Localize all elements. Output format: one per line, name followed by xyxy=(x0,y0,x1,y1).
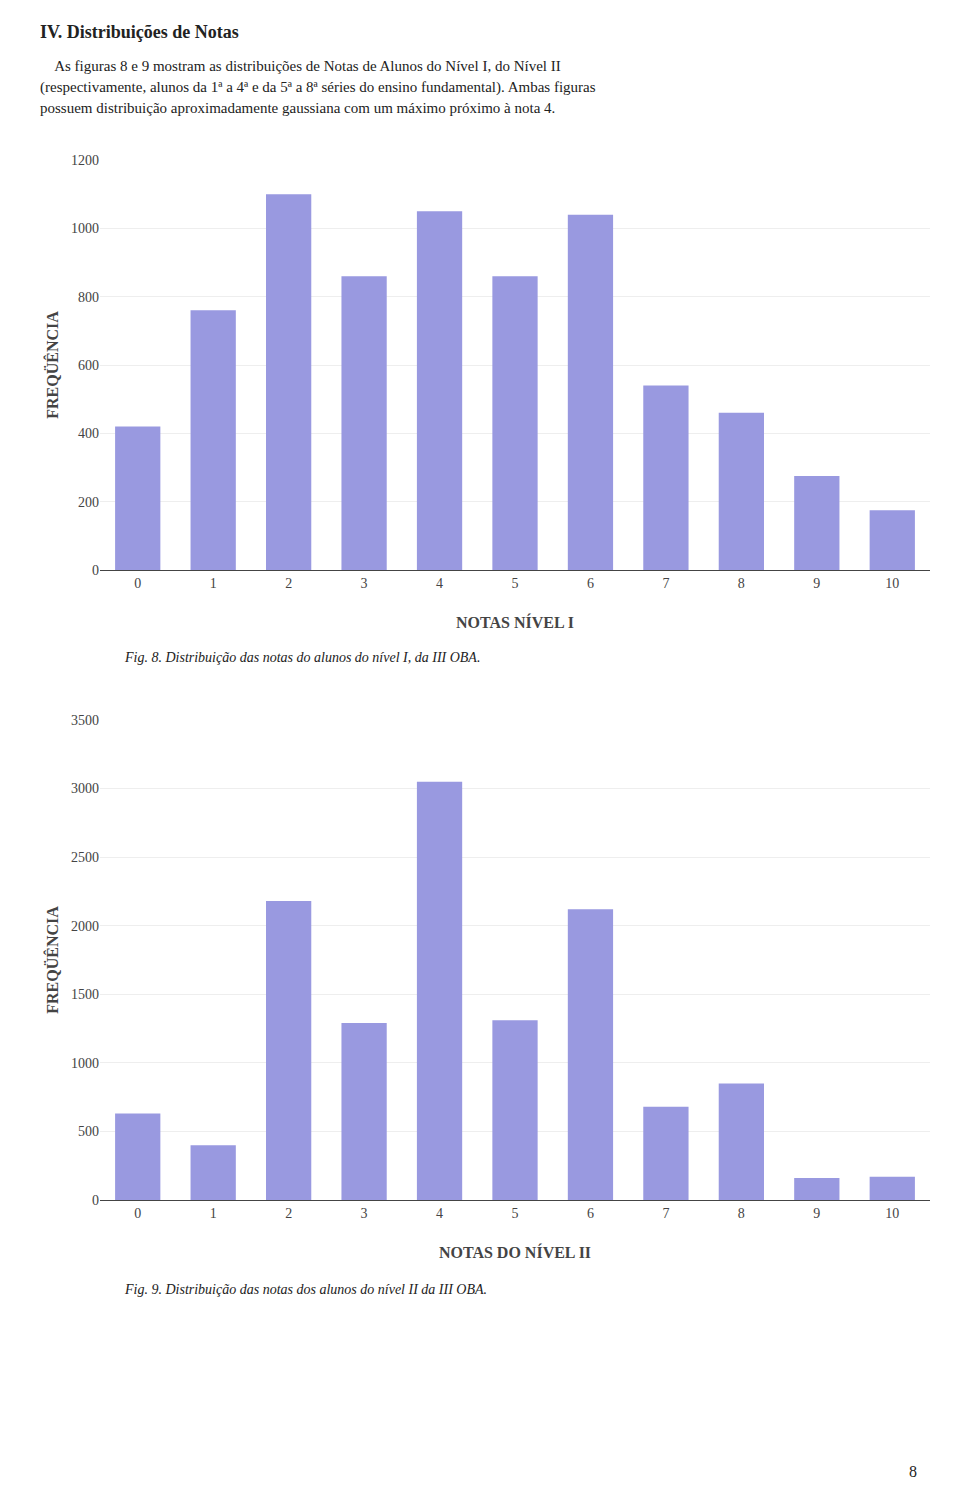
svg-text:1000: 1000 xyxy=(71,221,99,236)
html-text:IV. Distribuições de Notas: IV. Distribuições de Notas xyxy=(40,22,239,42)
svg-text:1: 1 xyxy=(210,576,217,591)
svg-text:1500: 1500 xyxy=(71,987,99,1002)
svg-text:3: 3 xyxy=(361,1206,368,1221)
svg-text:500: 500 xyxy=(78,1124,99,1139)
svg-text:2500: 2500 xyxy=(71,850,99,865)
svg-text:800: 800 xyxy=(78,290,99,305)
svg-text:3000: 3000 xyxy=(71,781,99,796)
html-text:Fig. 8. Distribuição das notas: Fig. 8. Distribuição das notas do alunos… xyxy=(125,650,481,665)
svg-text:FREQÜÊNCIA: FREQÜÊNCIA xyxy=(43,311,61,419)
svg-text:7: 7 xyxy=(662,576,669,591)
svg-text:0: 0 xyxy=(134,1206,141,1221)
svg-text:10: 10 xyxy=(885,576,899,591)
html-text:(respectivamente, alunos da 1ª: (respectivamente, alunos da 1ª a 4ª e da… xyxy=(40,79,596,95)
svg-text:9: 9 xyxy=(813,576,820,591)
html-text:Fig. 9. Distribuição das notas: Fig. 9. Distribuição das notas dos aluno… xyxy=(125,1282,487,1297)
svg-text:0: 0 xyxy=(92,563,99,578)
svg-text:3500: 3500 xyxy=(71,713,99,728)
svg-text:NOTAS DO NÍVEL II: NOTAS DO NÍVEL II xyxy=(439,1243,591,1261)
svg-text:4: 4 xyxy=(436,1206,443,1221)
svg-text:9: 9 xyxy=(813,1206,820,1221)
svg-text:5: 5 xyxy=(512,1206,519,1221)
svg-text:8: 8 xyxy=(738,1206,745,1221)
svg-text:10: 10 xyxy=(885,1206,899,1221)
svg-text:7: 7 xyxy=(662,1206,669,1221)
svg-text:200: 200 xyxy=(78,495,99,510)
svg-text:2: 2 xyxy=(285,576,292,591)
svg-text:1000: 1000 xyxy=(71,1056,99,1071)
svg-text:5: 5 xyxy=(512,576,519,591)
svg-text:6: 6 xyxy=(587,1206,594,1221)
html-text:As figuras 8 e 9 mostram as di: As figuras 8 e 9 mostram as distribuiçõe… xyxy=(40,58,561,74)
html-text:possuem distribuição aproximad: possuem distribuição aproximadamente gau… xyxy=(40,100,556,116)
svg-text:0: 0 xyxy=(134,576,141,591)
svg-text:4: 4 xyxy=(436,576,443,591)
svg-text:2: 2 xyxy=(285,1206,292,1221)
svg-text:NOTAS NÍVEL I: NOTAS NÍVEL I xyxy=(456,613,574,631)
svg-text:3: 3 xyxy=(361,576,368,591)
svg-text:2000: 2000 xyxy=(71,919,99,934)
svg-text:1200: 1200 xyxy=(71,153,99,168)
svg-text:400: 400 xyxy=(78,426,99,441)
svg-text:6: 6 xyxy=(587,576,594,591)
html-text:8: 8 xyxy=(909,1463,917,1480)
svg-text:0: 0 xyxy=(92,1193,99,1208)
svg-text:600: 600 xyxy=(78,358,99,373)
svg-text:8: 8 xyxy=(738,576,745,591)
svg-text:FREQÜÊNCIA: FREQÜÊNCIA xyxy=(43,906,61,1014)
svg-text:1: 1 xyxy=(210,1206,217,1221)
